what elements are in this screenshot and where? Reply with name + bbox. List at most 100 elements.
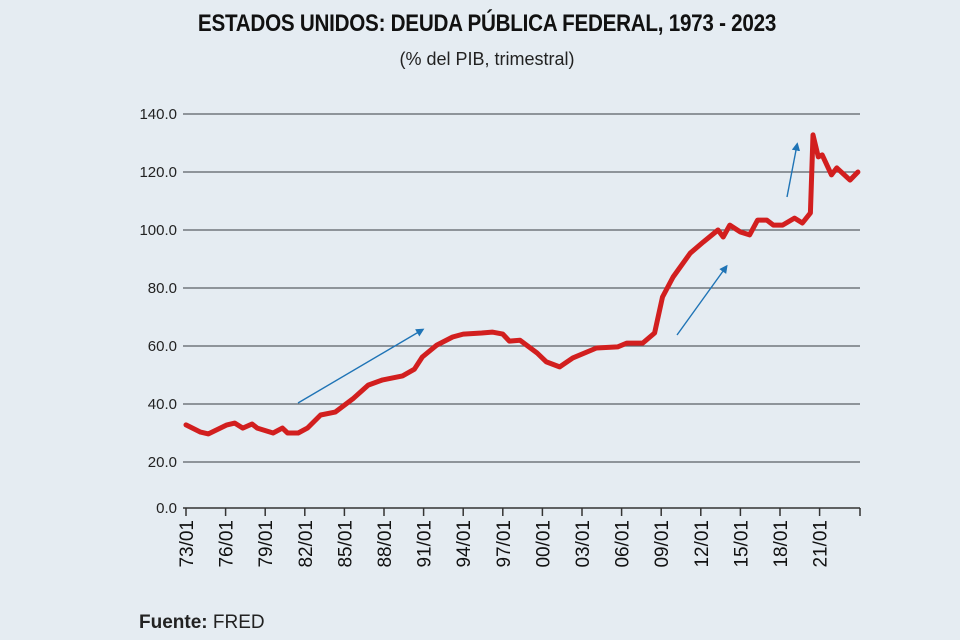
x-tick-label: 18/01	[771, 520, 792, 568]
x-tick-label: 79/01	[256, 520, 277, 568]
data-point	[366, 383, 370, 387]
data-point	[816, 155, 820, 159]
data-point	[738, 230, 742, 234]
data-point	[671, 275, 675, 279]
data-point	[793, 216, 797, 220]
x-axis-ticks: 73/01 76/01 79/01 82/01 85/01 88/01 91/01 94/01…	[177, 508, 861, 568]
data-point	[829, 173, 833, 177]
trend-arrow	[297, 328, 425, 404]
data-point	[420, 355, 424, 359]
data-point	[206, 432, 210, 436]
chart-subtitle: (% del PIB, trimestral)	[399, 49, 575, 69]
data-point	[856, 170, 860, 174]
data-point	[286, 431, 290, 435]
data-point	[835, 166, 839, 170]
y-axis-ticks: 0.0 20.0 40.0 60.0 80.0 100.0 120.0 140.0	[139, 106, 177, 517]
x-tick-label: 73/01	[177, 520, 198, 568]
data-point	[233, 421, 237, 425]
data-point	[571, 356, 575, 360]
data-point	[661, 295, 665, 299]
data-point	[412, 367, 416, 371]
x-tick-label: 03/01	[573, 520, 594, 568]
data-point	[811, 133, 815, 137]
data-point	[184, 423, 188, 427]
x-tick-label: 88/01	[375, 520, 396, 568]
data-point	[716, 228, 720, 232]
data-point	[490, 330, 494, 334]
data-point	[800, 221, 804, 225]
data-point	[319, 413, 323, 417]
debt-series-line	[183, 132, 861, 437]
x-tick-label: 76/01	[217, 520, 238, 568]
chart-title: ESTADOS UNIDOS: DEUDA PÚBLICA FEDERAL, 1…	[197, 10, 777, 37]
x-tick-label: 82/01	[296, 520, 317, 568]
y-tick-label: 140.0	[139, 106, 177, 123]
data-point	[535, 351, 539, 355]
data-point	[333, 410, 337, 414]
data-point	[653, 331, 657, 335]
data-point	[518, 338, 522, 342]
trend-arrow	[676, 264, 728, 336]
data-point	[435, 343, 439, 347]
data-point	[848, 178, 852, 182]
data-point	[616, 345, 620, 349]
data-point	[461, 332, 465, 336]
x-tick-label: 00/01	[533, 520, 554, 568]
data-point	[199, 430, 203, 434]
x-tick-label: 94/01	[454, 520, 475, 568]
source-value: FRED	[212, 612, 265, 633]
data-point	[241, 426, 245, 430]
data-point	[544, 360, 548, 364]
y-tick-label: 0.0	[156, 500, 177, 517]
data-point	[480, 331, 484, 335]
y-tick-label: 120.0	[139, 164, 177, 181]
source-label: Fuente:	[139, 612, 208, 633]
data-point	[451, 335, 455, 339]
x-tick-label: 85/01	[335, 520, 356, 568]
data-point	[820, 153, 824, 157]
data-point	[688, 251, 692, 255]
trend-arrows	[297, 142, 801, 404]
data-point	[381, 378, 385, 382]
x-tick-label: 21/01	[811, 520, 832, 568]
data-point	[352, 396, 356, 400]
data-point	[501, 332, 505, 336]
data-point	[400, 374, 404, 378]
data-point	[296, 431, 300, 435]
x-tick-label: 12/01	[692, 520, 713, 568]
data-point	[280, 426, 284, 430]
source-note: Fuente: FRED	[139, 612, 265, 634]
data-point	[765, 218, 769, 222]
data-point	[507, 339, 511, 343]
y-tick-label: 100.0	[139, 222, 177, 239]
x-tick-label: 09/01	[652, 520, 673, 568]
data-point	[250, 422, 254, 426]
data-point	[595, 346, 599, 350]
data-point	[781, 223, 785, 227]
data-point	[305, 426, 309, 430]
y-tick-label: 40.0	[148, 396, 177, 413]
x-tick-label: 91/01	[415, 520, 436, 568]
data-point	[271, 431, 275, 435]
x-tick-label: 15/01	[731, 520, 752, 568]
data-point	[641, 341, 645, 345]
data-point	[748, 233, 752, 237]
data-point	[701, 240, 705, 244]
data-point	[225, 423, 229, 427]
data-point	[625, 341, 629, 345]
y-tick-label: 80.0	[148, 280, 177, 297]
trend-arrow	[786, 142, 801, 198]
series-group	[183, 132, 861, 437]
data-point	[255, 426, 259, 430]
data-point	[808, 211, 812, 215]
x-tick-label: 06/01	[613, 520, 634, 568]
data-point	[728, 223, 732, 227]
data-point	[756, 218, 760, 222]
x-tick-label: 97/01	[494, 520, 515, 568]
data-point	[558, 365, 562, 369]
gridlines	[183, 113, 860, 509]
data-point	[771, 223, 775, 227]
data-point	[721, 235, 725, 239]
y-tick-label: 60.0	[148, 338, 177, 355]
